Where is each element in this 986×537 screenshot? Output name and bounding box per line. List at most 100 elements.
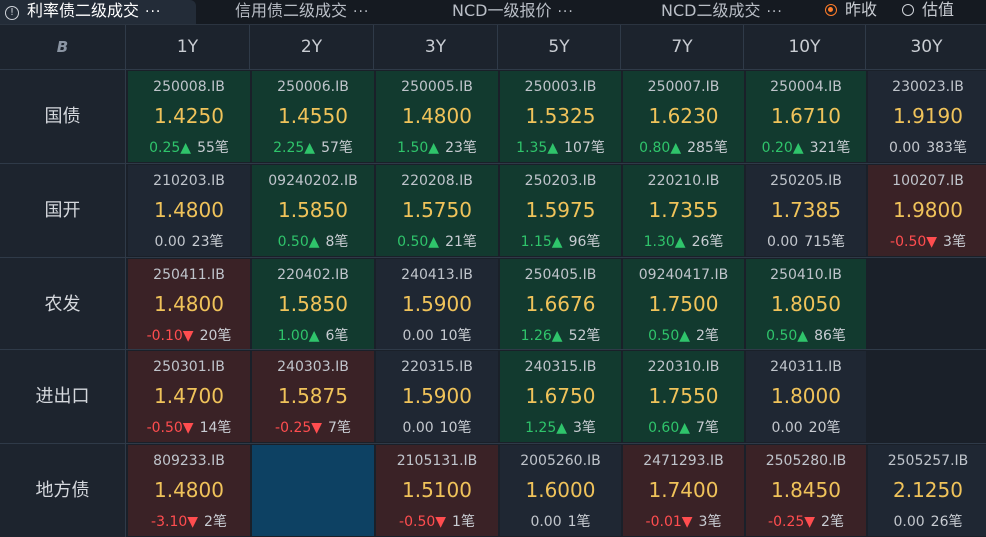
column-header-2y[interactable]: 2Y <box>250 25 374 69</box>
bond-code: 09240202.IB <box>268 173 358 189</box>
quote-cell[interactable]: 210203.IB 1.4800 0.00 23笔 <box>128 165 250 256</box>
quote-cell[interactable]: 250003.IB 1.5325 1.35▲ 107笔 <box>500 71 621 162</box>
quote-cell[interactable]: 220210.IB 1.7355 1.30▲ 26笔 <box>623 165 744 256</box>
tab-label: 利率债二级成交 <box>27 1 140 20</box>
column-header-5y[interactable]: 5Y <box>498 25 621 69</box>
tab-ncd-secondary[interactable]: NCD二级成交 ··· <box>661 0 783 24</box>
quote-cell[interactable]: 2005260.IB 1.6000 0.00 1笔 <box>500 445 621 536</box>
yield-change: -3.10▼ <box>151 514 199 530</box>
quote-cell[interactable]: 250004.IB 1.6710 0.20▲ 321笔 <box>746 71 866 162</box>
bond-code: 250410.IB <box>770 267 842 283</box>
quote-cell[interactable]: 230023.IB 1.9190 0.00 383笔 <box>868 71 986 162</box>
quote-cell[interactable]: 250301.IB 1.4700 -0.50▼ 14笔 <box>128 351 250 442</box>
trade-count: 107笔 <box>564 140 605 156</box>
yield-change: 0.00 <box>889 140 921 156</box>
yield-change: 0.00 <box>767 234 799 250</box>
cell-footer: 0.50▲ 2笔 <box>623 325 744 345</box>
cell-footer: 0.00 20笔 <box>746 417 866 437</box>
yield-change: 0.00 <box>402 328 434 344</box>
more-icon[interactable]: ··· <box>353 4 370 20</box>
row-label: 地方债 <box>0 444 126 537</box>
quote-cell[interactable]: 220208.IB 1.5750 0.50▲ 21笔 <box>376 165 498 256</box>
quote-cell[interactable]: 250405.IB 1.6676 1.26▲ 52笔 <box>500 259 621 350</box>
quote-cell[interactable]: 250008.IB 1.4250 0.25▲ 55笔 <box>128 71 250 162</box>
quote-cell[interactable]: 09240202.IB 1.5850 0.50▲ 8笔 <box>252 165 374 256</box>
yield-change: -0.50▼ <box>399 514 447 530</box>
quote-cell[interactable]: 809233.IB 1.4800 -3.10▼ 2笔 <box>128 445 250 536</box>
trade-count: 8笔 <box>325 234 349 250</box>
yield-change: 0.00 <box>771 420 803 436</box>
bond-code: 2505280.IB <box>765 453 847 469</box>
bond-yield: 1.4800 <box>154 478 224 502</box>
quote-cell[interactable]: 250410.IB 1.8050 0.50▲ 86笔 <box>746 259 866 350</box>
trade-count: 1笔 <box>452 514 475 530</box>
quote-cell[interactable]: 250006.IB 1.4550 2.25▲ 57笔 <box>252 71 374 162</box>
quote-cell[interactable]: 250411.IB 1.4800 -0.10▼ 20笔 <box>128 259 250 350</box>
row-label: 国债 <box>0 70 126 163</box>
quote-cell[interactable]: 100207.IB 1.9800 -0.50▼ 3笔 <box>868 165 986 256</box>
cell-footer: 0.60▲ 7笔 <box>623 417 744 437</box>
quote-cell[interactable]: 220315.IB 1.5900 0.00 10笔 <box>376 351 498 442</box>
row-label: 进出口 <box>0 350 126 443</box>
column-header-7y[interactable]: 7Y <box>621 25 744 69</box>
quote-cell[interactable]: 220310.IB 1.7550 0.60▲ 7笔 <box>623 351 744 442</box>
radio-prev-close[interactable]: 昨收 <box>825 0 877 24</box>
bond-yield: 1.9190 <box>893 104 963 128</box>
bond-code: 250205.IB <box>770 173 842 189</box>
bond-code: 240413.IB <box>401 267 473 283</box>
radio-valuation[interactable]: 估值 <box>902 0 954 24</box>
tab-credit-bond-secondary[interactable]: 信用债二级成交 ··· <box>235 0 369 24</box>
quote-cell[interactable]: 240315.IB 1.6750 1.25▲ 3笔 <box>500 351 621 442</box>
cell-footer: 0.80▲ 285笔 <box>623 137 744 157</box>
quote-cell[interactable]: 09240417.IB 1.7500 0.50▲ 2笔 <box>623 259 744 350</box>
tab-rate-bond-secondary[interactable]: ! 利率债二级成交 ··· <box>0 0 196 24</box>
quote-cell[interactable]: 2505280.IB 1.8450 -0.25▼ 2笔 <box>746 445 866 536</box>
yield-change: 2.25▲ <box>273 140 316 156</box>
yield-change: -0.25▼ <box>275 420 323 436</box>
quote-cell[interactable]: 220402.IB 1.5850 1.00▲ 6笔 <box>252 259 374 350</box>
more-icon[interactable]: ··· <box>145 4 162 20</box>
column-header-3y[interactable]: 3Y <box>374 25 498 69</box>
cell-footer: 0.00 26笔 <box>868 511 986 531</box>
bond-yield: 1.5100 <box>402 478 472 502</box>
column-header-10y[interactable]: 10Y <box>744 25 866 69</box>
more-icon[interactable]: ··· <box>557 4 574 20</box>
bond-code: 2005260.IB <box>520 453 601 469</box>
bond-code: 09240417.IB <box>638 267 729 283</box>
yield-change: -0.10▼ <box>146 328 194 344</box>
trade-count: 21笔 <box>445 234 477 250</box>
quote-cell[interactable]: 240413.IB 1.5900 0.00 10笔 <box>376 259 498 350</box>
tab-ncd-primary-quote[interactable]: NCD一级报价 ··· <box>452 0 574 24</box>
column-header-1y[interactable]: 1Y <box>126 25 250 69</box>
quote-cell[interactable]: 250205.IB 1.7385 0.00 715笔 <box>746 165 866 256</box>
quote-cell[interactable]: 250007.IB 1.6230 0.80▲ 285笔 <box>623 71 744 162</box>
quote-cell[interactable]: 240311.IB 1.8000 0.00 20笔 <box>746 351 866 442</box>
bond-code: 2505257.IB <box>887 453 969 469</box>
cell-footer: -0.10▼ 20笔 <box>128 325 250 345</box>
cell-footer: 1.50▲ 23笔 <box>376 137 498 157</box>
row-divider <box>0 69 986 70</box>
quote-cell[interactable] <box>252 445 374 536</box>
cell-footer: 0.50▲ 21笔 <box>376 231 498 251</box>
bond-yield: 1.8450 <box>771 478 841 502</box>
quote-cell[interactable]: 2505257.IB 2.1250 0.00 26笔 <box>868 445 986 536</box>
yield-change: 1.00▲ <box>277 328 320 344</box>
quote-cell[interactable]: 240303.IB 1.5875 -0.25▼ 7笔 <box>252 351 374 442</box>
tab-label: 信用债二级成交 <box>235 1 348 20</box>
trade-count: 86笔 <box>814 328 846 344</box>
bond-code: 250007.IB <box>647 79 720 95</box>
quote-cell[interactable]: 2471293.IB 1.7400 -0.01▼ 3笔 <box>623 445 744 536</box>
bond-yield: 1.4800 <box>154 198 224 222</box>
bond-code: 250301.IB <box>153 359 225 375</box>
quote-cell[interactable]: 250005.IB 1.4800 1.50▲ 23笔 <box>376 71 498 162</box>
cell-footer: 1.25▲ 3笔 <box>500 417 621 437</box>
column-header-30y[interactable]: 30Y <box>866 25 986 69</box>
bond-code: 220402.IB <box>277 267 349 283</box>
bond-yield: 1.5850 <box>278 292 348 316</box>
quote-cell[interactable]: 2105131.IB 1.5100 -0.50▼ 1笔 <box>376 445 498 536</box>
quote-cell[interactable]: 250203.IB 1.5975 1.15▲ 96笔 <box>500 165 621 256</box>
more-icon[interactable]: ··· <box>766 4 783 20</box>
yield-change: 1.35▲ <box>516 140 559 156</box>
cell-footer: -0.50▼ 3笔 <box>868 231 986 251</box>
cell-footer: -0.50▼ 1笔 <box>376 511 498 531</box>
